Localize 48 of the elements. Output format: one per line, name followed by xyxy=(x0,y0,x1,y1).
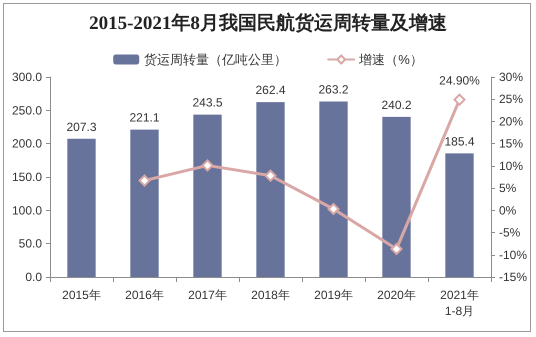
y2-tick-label: 10% xyxy=(499,158,524,173)
x-tick-label: 2018年 xyxy=(251,288,290,302)
data-label: 262.4 xyxy=(255,83,286,98)
data-label: 240.2 xyxy=(381,98,412,112)
point xyxy=(454,94,466,106)
y2-tick-label: 5% xyxy=(499,181,517,196)
data-label: 263.2 xyxy=(318,82,349,97)
y-tick-label: 0.0 xyxy=(25,270,42,284)
x-tick-label: 2021年 1-8月 xyxy=(440,288,479,318)
y2-tick-label: -10% xyxy=(499,248,528,262)
y-tick-label: 250.0 xyxy=(12,103,42,118)
point xyxy=(264,170,276,182)
data-label: 243.5 xyxy=(192,96,223,110)
y-tick-label: 300.0 xyxy=(12,70,42,84)
point xyxy=(390,243,402,255)
point xyxy=(138,174,150,187)
y-tick-label: 50.0 xyxy=(18,236,42,251)
bar xyxy=(67,138,96,277)
y2-tick-label: 30% xyxy=(499,70,524,84)
point xyxy=(328,203,340,215)
bar xyxy=(130,130,159,277)
data-label: 207.3 xyxy=(66,120,97,134)
bar xyxy=(256,102,285,277)
y2-tick-label: 15% xyxy=(499,136,524,151)
y2-tick-label: 0% xyxy=(499,203,517,218)
bar xyxy=(319,102,348,277)
y2-tick-label: -15% xyxy=(499,270,528,284)
y2-tick-label: 25% xyxy=(499,92,524,106)
data-label: 221.1 xyxy=(129,110,160,125)
legend-label: 增速（%） xyxy=(358,52,423,67)
x-tick-label: 2019年 xyxy=(314,288,353,302)
point xyxy=(202,159,214,172)
data-label: 185.4 xyxy=(444,134,475,148)
x-tick-label: 2017年 xyxy=(188,288,227,302)
x-tick-label: 2020年 xyxy=(377,288,416,302)
data-label: 24.90% xyxy=(439,74,480,88)
y-tick-label: 150.0 xyxy=(12,170,42,184)
y-tick-label: 200.0 xyxy=(12,136,42,151)
y2-tick-label: 20% xyxy=(499,114,524,128)
x-tick-label: 2015年 xyxy=(62,288,101,302)
legend-label: 货运周转量（亿吨公里） xyxy=(144,52,288,67)
bar xyxy=(445,153,474,277)
bar xyxy=(382,116,411,277)
y-tick-label: 100.0 xyxy=(12,203,42,218)
bar xyxy=(193,114,222,277)
x-tick-label: 2016年 xyxy=(125,288,164,302)
y2-tick-label: -5% xyxy=(499,226,521,240)
chart-title: 2015-2021年8月我国民航货运周转量及增速 xyxy=(89,12,447,34)
